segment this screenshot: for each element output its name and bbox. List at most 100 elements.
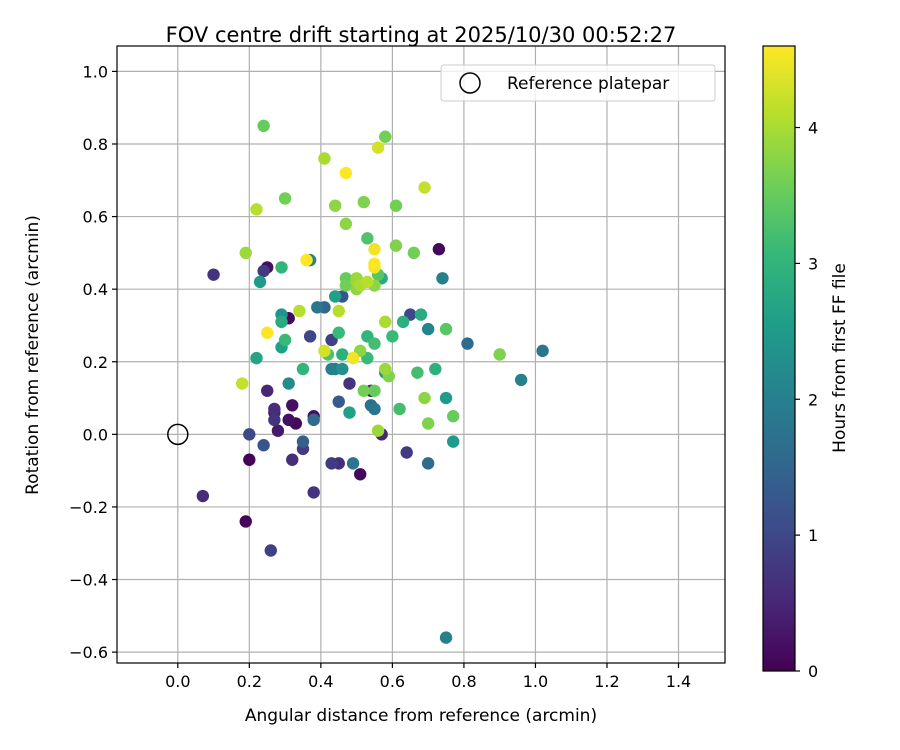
y-axis-label: Rotation from reference (arcmin) xyxy=(23,215,43,495)
data-point xyxy=(389,199,403,212)
data-point xyxy=(286,399,299,412)
data-point xyxy=(196,489,210,503)
data-point xyxy=(357,384,370,397)
y-tick-label: 0.8 xyxy=(83,135,108,154)
data-point xyxy=(332,326,345,339)
data-point xyxy=(396,315,410,329)
data-point xyxy=(536,344,549,358)
data-point xyxy=(239,515,252,528)
data-point xyxy=(235,377,249,390)
data-point xyxy=(407,246,421,260)
data-point xyxy=(296,435,310,448)
y-tick-label: 0.2 xyxy=(83,353,108,372)
data-point xyxy=(432,243,446,256)
data-point xyxy=(336,362,349,376)
data-point xyxy=(357,195,370,209)
data-point xyxy=(243,428,256,441)
data-point xyxy=(261,326,274,339)
x-tick-label: 1.2 xyxy=(594,672,619,691)
x-tick-label: 1.4 xyxy=(666,672,691,691)
data-point xyxy=(282,413,295,427)
colorbar: 0 1 2 3 4 Hours from first FF file xyxy=(762,45,850,681)
colorbar-label: Hours from first FF file xyxy=(830,263,850,453)
data-point xyxy=(336,348,349,361)
data-point xyxy=(339,279,353,292)
data-point xyxy=(257,264,270,278)
y-tick-label: 0.6 xyxy=(83,208,108,227)
data-point xyxy=(253,275,267,289)
data-point xyxy=(243,453,256,466)
legend-marker xyxy=(459,72,481,94)
data-point xyxy=(278,333,292,347)
data-point xyxy=(328,290,342,303)
data-point xyxy=(282,377,295,390)
data-point xyxy=(250,351,263,365)
y-tick-label: −0.6 xyxy=(69,643,108,662)
data-point xyxy=(436,272,449,285)
data-point xyxy=(207,268,220,281)
data-point xyxy=(346,351,360,365)
data-point xyxy=(421,417,435,430)
data-point xyxy=(268,413,281,427)
y-grid xyxy=(117,70,725,653)
data-point xyxy=(414,308,428,321)
data-point xyxy=(411,366,424,379)
data-point xyxy=(311,301,324,314)
data-point xyxy=(400,446,413,459)
data-point xyxy=(343,406,356,419)
data-point xyxy=(379,362,392,376)
data-point xyxy=(303,330,317,343)
colorbar-tick-label: 0 xyxy=(808,662,818,681)
data-point xyxy=(343,377,356,390)
data-point xyxy=(293,304,306,318)
data-point xyxy=(421,457,435,470)
data-point xyxy=(339,217,353,231)
data-point xyxy=(429,362,442,376)
data-point xyxy=(257,119,270,133)
y-tick-label: 0.4 xyxy=(83,280,108,299)
data-point xyxy=(368,257,381,270)
legend: Reference platepar xyxy=(440,64,716,102)
chart-title: FOV centre drift starting at 2025/10/30 … xyxy=(166,23,677,47)
data-point xyxy=(418,181,431,194)
x-axis-label: Angular distance from reference (arcmin) xyxy=(245,706,597,726)
data-point xyxy=(286,453,299,466)
data-point xyxy=(332,395,345,408)
data-point xyxy=(371,141,385,154)
x-axis-ticks: 0.0 0.2 0.4 0.6 0.8 1.0 1.2 1.4 xyxy=(165,663,691,691)
data-point xyxy=(318,344,331,358)
data-point xyxy=(493,348,506,361)
data-point xyxy=(461,337,474,350)
data-point xyxy=(271,424,285,437)
data-point xyxy=(257,439,270,452)
data-point xyxy=(439,391,453,405)
x-tick-label: 0.8 xyxy=(451,672,476,691)
data-point xyxy=(307,486,320,499)
legend-box xyxy=(440,64,716,102)
data-point xyxy=(439,631,453,644)
data-point xyxy=(386,330,399,343)
x-tick-label: 0.2 xyxy=(237,672,262,691)
data-point xyxy=(296,362,310,376)
data-point xyxy=(339,166,353,180)
y-tick-label: 0.0 xyxy=(83,425,108,444)
colorbar-gradient xyxy=(763,46,795,671)
colorbar-tick-label: 3 xyxy=(808,254,818,273)
data-point xyxy=(514,373,528,387)
data-point xyxy=(275,261,288,274)
data-point xyxy=(307,413,320,427)
legend-entry-reference: Reference platepar xyxy=(507,74,669,94)
data-point xyxy=(264,544,277,557)
colorbar-ticks: 0 1 2 3 4 xyxy=(795,119,818,681)
data-point xyxy=(318,152,331,165)
data-point xyxy=(371,424,385,437)
y-tick-label: −0.4 xyxy=(69,571,108,590)
y-tick-label: −0.2 xyxy=(69,498,108,517)
data-point xyxy=(361,275,374,289)
data-point xyxy=(328,199,342,212)
data-point xyxy=(250,203,263,216)
data-point xyxy=(354,468,367,481)
data-point xyxy=(439,322,453,336)
data-point xyxy=(325,457,338,470)
